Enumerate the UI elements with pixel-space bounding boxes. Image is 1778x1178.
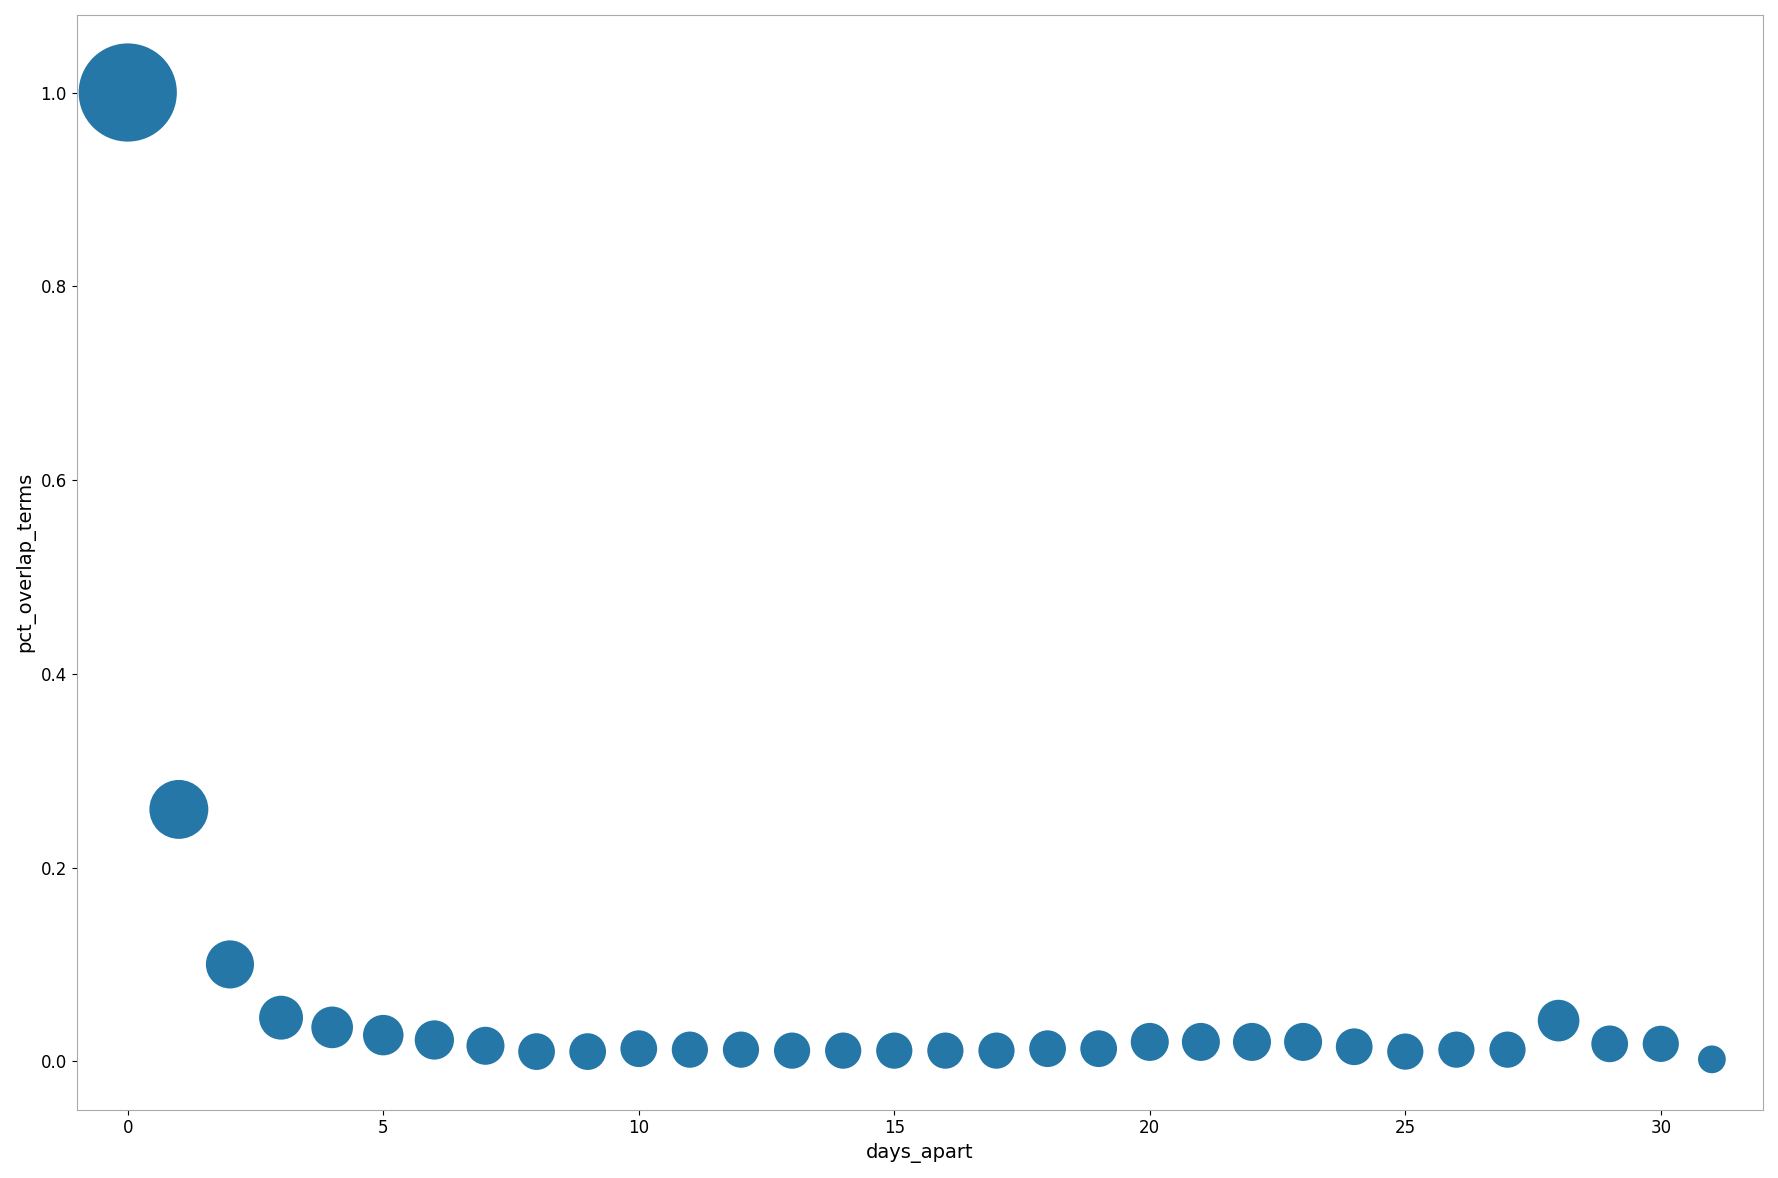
Point	[1289, 1032, 1317, 1051]
Point	[114, 84, 142, 102]
Point	[676, 1040, 704, 1059]
Point	[1033, 1039, 1061, 1058]
Point	[318, 1018, 347, 1037]
Point	[880, 1041, 909, 1060]
Point	[267, 1008, 295, 1027]
Point	[727, 1040, 756, 1059]
Point	[1390, 1043, 1419, 1061]
Point	[1595, 1034, 1623, 1053]
Point	[523, 1043, 551, 1061]
Point	[1494, 1040, 1522, 1059]
Point	[215, 955, 244, 974]
Point	[1698, 1050, 1726, 1068]
Point	[624, 1039, 653, 1058]
Point	[1442, 1040, 1470, 1059]
Point	[981, 1041, 1010, 1060]
Point	[1136, 1032, 1165, 1051]
Point	[829, 1041, 857, 1060]
Point	[1341, 1038, 1369, 1057]
Point	[777, 1041, 805, 1060]
Point	[1545, 1011, 1574, 1030]
Point	[370, 1026, 398, 1045]
Y-axis label: pct_overlap_terms: pct_overlap_terms	[14, 472, 36, 653]
Point	[420, 1031, 448, 1050]
Point	[1085, 1039, 1113, 1058]
Point	[1646, 1034, 1675, 1053]
Point	[165, 800, 194, 819]
Point	[932, 1041, 960, 1060]
Point	[1237, 1032, 1266, 1051]
X-axis label: days_apart: days_apart	[866, 1143, 974, 1163]
Point	[471, 1037, 500, 1055]
Point	[574, 1043, 603, 1061]
Point	[1186, 1032, 1214, 1051]
